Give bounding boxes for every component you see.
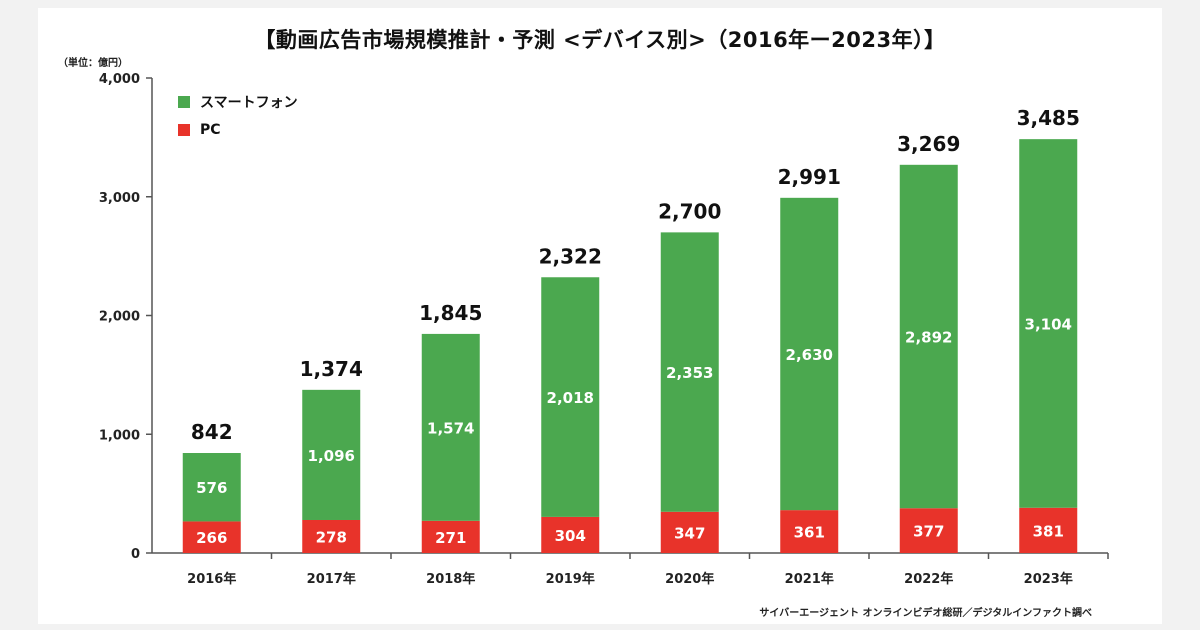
data-label-pc: 266 [196, 529, 227, 547]
y-tick-label: 1,000 [99, 428, 140, 443]
data-label-pc: 347 [674, 524, 705, 542]
data-label-pc: 381 [1033, 522, 1064, 540]
data-label-total: 3,485 [1017, 106, 1080, 130]
bar-smartphone [541, 277, 600, 517]
data-label-smartphone: 1,096 [308, 447, 355, 465]
data-label-total: 842 [191, 420, 233, 444]
chart-card: 【動画広告市場規模推計・予測 <デバイス別>（2016年ー2023年）】 （単位… [38, 8, 1162, 624]
data-label-smartphone: 2,353 [666, 364, 713, 382]
data-label-smartphone: 1,574 [427, 419, 474, 437]
data-label-total: 2,322 [539, 244, 602, 268]
bar-smartphone [302, 389, 361, 520]
data-label-pc: 271 [435, 529, 466, 547]
bar-pc [302, 519, 361, 553]
y-tick-label: 2,000 [99, 310, 140, 325]
legend-item-pc: PC [178, 122, 221, 138]
data-label-smartphone: 576 [196, 479, 227, 497]
legend-label-smartphone: スマートフォン [200, 95, 298, 111]
x-tick-label: 2016年 [187, 571, 236, 587]
x-tick-label: 2017年 [307, 571, 356, 587]
x-tick-label: 2023年 [1024, 571, 1073, 587]
y-tick-label: 0 [131, 547, 140, 562]
bar-smartphone [421, 333, 480, 521]
data-label-smartphone: 2,018 [547, 389, 594, 407]
data-label-smartphone: 3,104 [1025, 315, 1072, 333]
bar-pc [1019, 507, 1078, 553]
data-label-pc: 377 [913, 523, 944, 541]
legend-label-pc: PC [200, 122, 221, 138]
source-note: サイバーエージェント オンラインビデオ総研／デジタルインファクト調べ [759, 608, 1092, 619]
data-label-smartphone: 2,630 [786, 346, 833, 364]
data-label-pc: 361 [794, 524, 825, 542]
bar-pc [541, 516, 600, 553]
data-label-total: 3,269 [897, 132, 960, 156]
y-tick-label: 3,000 [99, 191, 140, 206]
bar-smartphone [182, 453, 241, 522]
bar-smartphone [780, 197, 839, 511]
bar-smartphone [1019, 139, 1078, 508]
bar-pc [421, 520, 480, 553]
data-label-total: 1,845 [419, 301, 482, 325]
legend-swatch-smartphone [178, 96, 190, 108]
y-tick-label: 4,000 [99, 72, 140, 87]
unit-label: （単位：億円） [58, 58, 128, 69]
bar-pc [899, 508, 958, 553]
x-tick-label: 2020年 [665, 571, 714, 587]
data-label-smartphone: 2,892 [905, 329, 952, 347]
chart-title: 【動画広告市場規模推計・予測 <デバイス別>（2016年ー2023年）】 [254, 28, 946, 52]
data-label-pc: 304 [555, 527, 586, 545]
x-tick-label: 2021年 [785, 571, 834, 587]
legend-swatch-pc [178, 124, 190, 136]
legend-item-smartphone: スマートフォン [178, 92, 298, 112]
bar-smartphone [899, 164, 958, 509]
x-tick-label: 2022年 [904, 571, 953, 587]
bar-pc [182, 521, 241, 553]
bar-pc [660, 511, 719, 553]
bar-chart: 0 1,000 2,000 3,000 4,000 2016年 266 576 842 2017年… [99, 72, 1109, 587]
x-tick-label: 2019年 [546, 571, 595, 587]
data-label-pc: 278 [316, 528, 347, 546]
bar-smartphone [660, 232, 719, 512]
bar-pc [780, 510, 839, 553]
x-tick-label: 2018年 [426, 571, 475, 587]
data-label-total: 1,374 [300, 357, 363, 381]
data-label-total: 2,991 [778, 165, 841, 189]
data-label-total: 2,700 [658, 199, 721, 223]
